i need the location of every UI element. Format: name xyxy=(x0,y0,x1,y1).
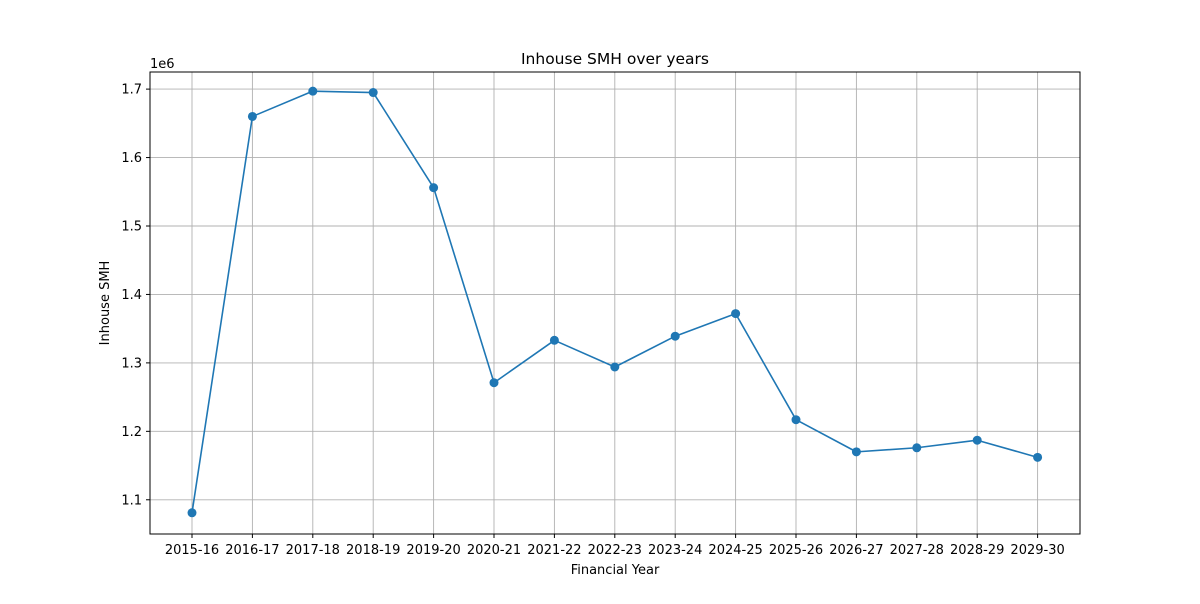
x-tick-label: 2019-20 xyxy=(406,543,460,558)
y-axis-label: Inhouse SMH xyxy=(98,261,113,346)
data-point xyxy=(972,435,982,445)
x-tick-label: 2020-21 xyxy=(467,543,521,558)
x-tick-label: 2015-16 xyxy=(165,543,219,558)
data-point xyxy=(610,362,620,372)
data-point xyxy=(308,86,318,96)
x-axis-ticks: 2015-16 2016-17 2017-18 2018-19 2019-20 2020-… xyxy=(165,534,1065,558)
x-tick-label: 2028-29 xyxy=(950,543,1004,558)
x-tick-label: 2025-26 xyxy=(769,543,823,558)
x-tick-label: 2029-30 xyxy=(1010,543,1064,558)
x-tick-label: 2022-23 xyxy=(588,543,642,558)
data-point xyxy=(791,415,801,425)
y-axis-ticks: 1.1 1.2 1.3 1.4 1.5 1.6 1.7 xyxy=(121,83,150,508)
x-tick-label: 2016-17 xyxy=(225,543,279,558)
chart-title: Inhouse SMH over years xyxy=(521,50,709,68)
y-tick-label: 1.7 xyxy=(121,83,142,98)
y-tick-label: 1.6 xyxy=(121,151,142,166)
y-tick-label: 1.2 xyxy=(121,425,142,440)
x-axis-label: Financial Year xyxy=(571,563,660,578)
data-point xyxy=(670,331,680,341)
data-point xyxy=(429,183,439,193)
data-point xyxy=(912,443,922,453)
data-point xyxy=(368,88,378,98)
y-tick-label: 1.5 xyxy=(121,220,142,235)
y-tick-label: 1.1 xyxy=(121,493,142,508)
x-tick-label: 2018-19 xyxy=(346,543,400,558)
y-tick-label: 1.4 xyxy=(121,288,142,303)
y-tick-label: 1.3 xyxy=(121,356,142,371)
x-tick-label: 2017-18 xyxy=(286,543,340,558)
y-axis-offset-label: 1e6 xyxy=(150,57,175,72)
data-point xyxy=(549,335,559,345)
data-point xyxy=(489,378,499,388)
x-tick-label: 2024-25 xyxy=(708,543,762,558)
x-tick-label: 2027-28 xyxy=(890,543,944,558)
data-point xyxy=(851,447,861,457)
x-tick-label: 2026-27 xyxy=(829,543,883,558)
data-point xyxy=(187,508,197,518)
x-tick-label: 2023-24 xyxy=(648,543,702,558)
data-point xyxy=(247,111,257,121)
x-tick-label: 2021-22 xyxy=(527,543,581,558)
series-layer xyxy=(187,86,1043,518)
data-point xyxy=(1033,452,1043,462)
data-point xyxy=(731,309,741,319)
